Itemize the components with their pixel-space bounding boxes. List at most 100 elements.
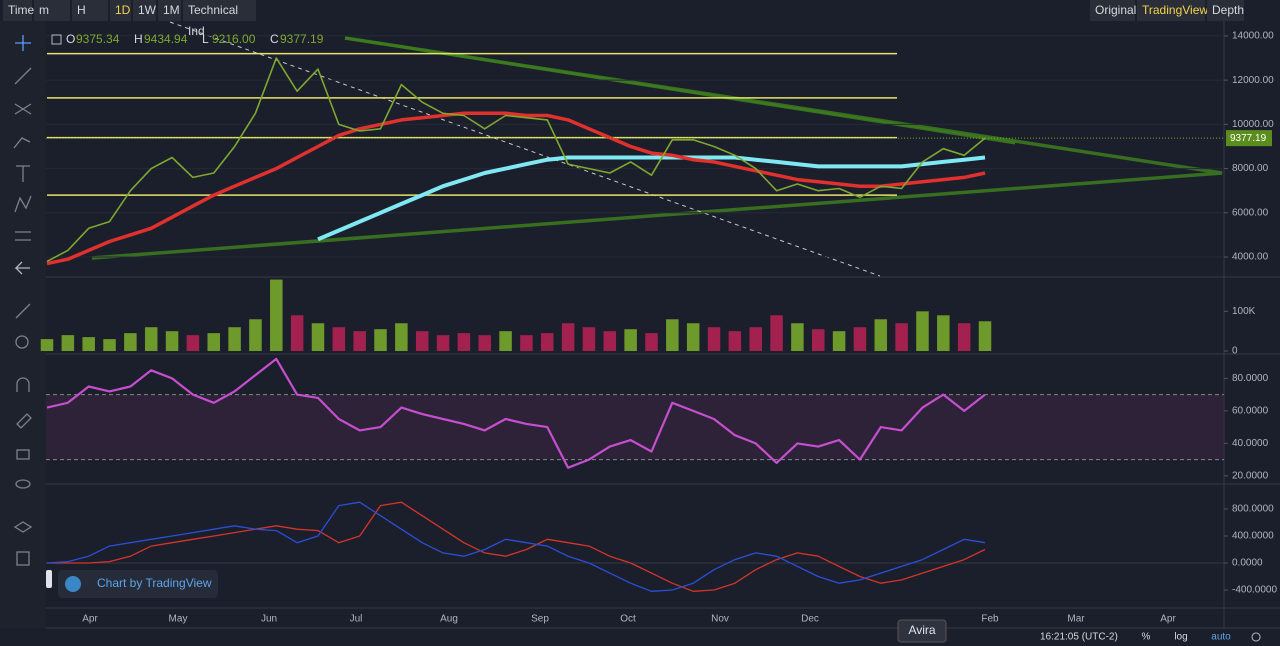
sidebar [0,21,46,628]
volume-bar [290,315,304,352]
volume-bar [749,327,762,352]
volume-bar [874,319,888,352]
volume-bar [770,315,783,352]
toolbar-button[interactable]: Technical Ind [183,0,256,38]
toolbar-button[interactable]: Depth [1207,0,1244,21]
ma-line [46,111,986,266]
settings-icon[interactable] [1251,632,1261,642]
y-tick-label: 100K [1232,306,1256,317]
toolbar-button[interactable]: 1M [158,0,181,21]
toolbar-button[interactable]: 1W [133,0,156,21]
x-tick-label: Jun [261,614,277,625]
volume-bar [978,321,992,352]
volume-bar [415,331,429,352]
toolbar-button[interactable]: 1D [110,0,131,21]
y-tick-label: 8000.00 [1232,163,1269,174]
y-tick-label: 40.0000 [1232,438,1269,449]
x-tick-label: Jul [350,614,363,625]
volume-bar [582,327,596,352]
watermark-logo [65,576,81,592]
x-tick-label: Mar [1067,614,1085,625]
toolbar-button[interactable]: Original [1090,0,1136,21]
volume-bar [332,327,346,352]
volume-bar [478,335,491,352]
x-tick-label: Oct [620,614,636,625]
y-tick-label: 80.0000 [1232,373,1269,384]
legend-value: 9434.94 [144,32,188,46]
x-tick-label: Nov [711,614,729,625]
rsi-line [46,357,986,469]
volume-bar [916,311,929,352]
price-line [46,57,986,263]
legend-key: L [202,32,209,46]
y-tick-label: -400.0000 [1232,585,1277,596]
volume-bar [144,327,158,352]
legend-value: 9375.34 [76,32,120,46]
last-price-label: 9377.19 [1230,133,1267,144]
volume-bar [811,329,825,352]
toolbar-button[interactable]: Time [3,0,34,21]
legend-value: 9377.19 [280,32,324,46]
volume-bar [374,329,387,352]
x-tick-label: Feb [981,614,999,625]
volume-bar [82,337,95,352]
x-tick-label: Aug [440,614,458,625]
volume-bar [249,319,262,352]
volume-bar [395,323,408,352]
volume-bar [436,335,450,352]
volume-bar [40,339,54,352]
volume-bar [686,323,700,352]
y-tick-label: 0 [1232,346,1238,357]
x-tick-label: Dec [801,614,819,625]
toolbar-button[interactable]: m [34,0,70,21]
status-button[interactable]: log [1174,632,1187,643]
legend-key: C [270,32,279,46]
volume-bar [937,315,950,352]
toolbar-button[interactable]: TradingView [1137,0,1208,21]
volume-bar [499,331,512,352]
ma-line [317,155,986,242]
toolbar-button[interactable]: H [72,0,108,21]
volume-bar [228,327,241,352]
status-button[interactable]: % [1142,632,1151,643]
legend-key: H [134,32,143,46]
volume-bar [61,335,75,352]
y-tick-label: 6000.00 [1232,207,1269,218]
x-tick-label: Sep [531,614,549,625]
volume-bar [186,335,200,352]
volume-bar [853,327,867,352]
y-tick-label: 20.0000 [1232,470,1269,481]
y-tick-label: 800.0000 [1232,504,1274,515]
y-tick-label: 14000.00 [1232,31,1274,42]
y-tick-label: 60.0000 [1232,406,1269,417]
pane-borders [46,21,1280,629]
status-button[interactable]: auto [1211,632,1231,643]
signal-line [47,501,986,592]
y-tick-label: 4000.00 [1232,252,1269,263]
last-price-box [1226,130,1272,147]
clock: 16:21:05 (UTC-2) [1040,632,1118,643]
rsi-band [46,394,1224,460]
volume-bar [791,323,804,352]
volume-bar [603,331,617,352]
volume-bar [728,331,742,352]
watermark-box [58,570,218,598]
volume-bar [645,333,658,352]
volume-bar [666,319,679,352]
volume-bar [520,335,533,352]
y-tick-label: 0.0000 [1232,558,1263,569]
drawings [91,21,1223,277]
volume-bar [541,333,554,352]
collapse-handle[interactable] [46,570,52,588]
volume-bar [165,331,179,352]
volume-bar [124,333,137,352]
legend-toggle[interactable] [51,34,62,45]
volume-bar [457,333,471,352]
volume-bar [624,329,637,352]
tooltip-box [897,619,947,643]
x-tick-label: May [169,614,188,625]
y-tick-label: 400.0000 [1232,531,1274,542]
volume-bar [707,327,721,352]
y-tick-label: 10000.00 [1232,119,1274,130]
